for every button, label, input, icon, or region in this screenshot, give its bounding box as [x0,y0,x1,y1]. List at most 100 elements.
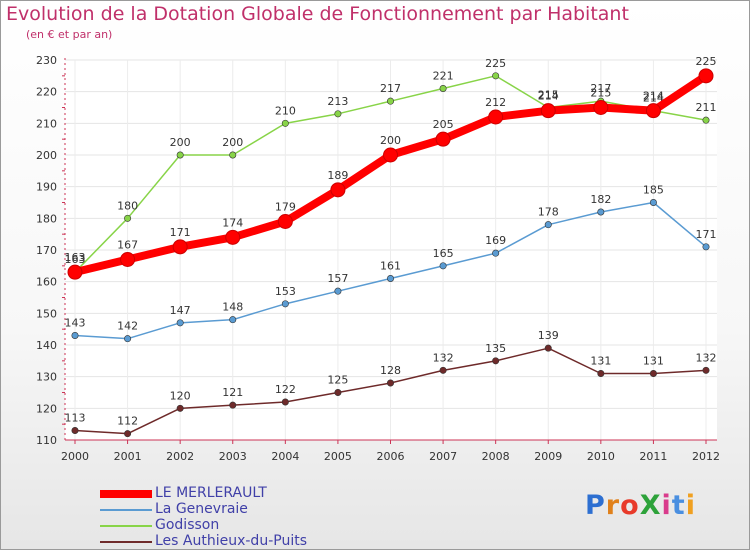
legend-label: Les Authieux-du-Puits [155,533,307,549]
data-point [439,85,447,93]
data-point [488,109,504,125]
data-point [172,239,188,255]
data-point [386,274,394,282]
x-tick-label: 2000 [61,450,89,463]
data-point [702,116,710,124]
y-tick-label: 120 [36,402,57,415]
data-point [334,110,342,118]
data-label: 174 [222,216,243,229]
data-point [645,103,661,119]
data-label: 163 [65,251,86,264]
x-tick-label: 2012 [692,450,720,463]
logo-letter: r [605,490,621,521]
y-tick-label: 150 [36,307,57,320]
data-point [649,369,657,377]
y-tick-label: 200 [36,149,57,162]
data-label: 161 [380,260,401,273]
data-point [334,287,342,295]
logo-letter: t [671,490,686,521]
data-label: 221 [433,70,454,83]
proxiti-logo: ProXiti [585,490,696,521]
x-tick-label: 2006 [377,450,405,463]
data-point [277,214,293,229]
data-point [540,103,556,119]
x-tick-label: 2007 [429,450,457,463]
data-point [71,426,79,434]
data-point [281,398,289,406]
data-label: 132 [433,351,454,364]
data-label: 215 [538,89,559,102]
data-point [386,379,394,387]
data-point [492,357,500,365]
data-label: 122 [275,383,296,396]
data-label: 128 [380,364,401,377]
data-point [492,72,500,80]
x-tick-label: 2002 [166,450,194,463]
data-label: 214 [643,90,664,103]
legend-swatch [100,490,152,498]
data-point [225,229,241,245]
chart-subtitle: (en € et par an) [26,28,113,41]
data-label: 178 [538,206,559,219]
data-label: 171 [170,226,191,239]
data-label: 185 [643,184,664,197]
data-point [383,147,398,163]
data-point [124,430,132,438]
x-tick-label: 2008 [482,450,510,463]
data-label: 169 [485,234,506,247]
data-point [229,401,237,409]
data-point [281,119,289,127]
data-point [176,319,184,327]
legend-label: Godisson [155,517,220,533]
legend-swatch [100,541,152,543]
data-point [229,316,237,324]
data-label: 143 [65,317,86,330]
data-point [702,243,710,251]
data-label: 211 [696,101,717,114]
data-label: 189 [327,169,348,182]
data-point [176,404,184,412]
series-la-genevraie: 143 142 147 148 153 157 161 165 169 178 182 185 171 [65,184,717,343]
data-point [124,214,132,222]
data-point [702,366,710,374]
logo-letter: P [585,490,606,521]
y-tick-label: 230 [36,54,57,67]
data-label: 157 [327,272,348,285]
data-point [698,68,714,84]
data-point [334,388,342,396]
data-label: 200 [222,136,243,149]
data-label: 131 [643,355,664,368]
data-label: 214 [643,92,664,105]
data-point [124,335,132,343]
data-label: 153 [275,285,296,298]
data-label: 179 [275,201,296,214]
data-point [593,100,609,115]
data-label: 163 [65,253,86,266]
data-label: 215 [590,87,611,100]
y-tick-label: 180 [36,212,57,225]
data-point [386,97,394,105]
data-label: 217 [590,82,611,95]
data-point [649,199,657,207]
y-tick-label: 160 [36,276,57,289]
data-label: 180 [117,199,138,212]
data-point [120,252,136,267]
x-tick-label: 2011 [639,450,667,463]
logo-letter: o [620,490,640,521]
data-label: 165 [433,247,454,260]
data-point [597,208,605,216]
data-label: 225 [696,55,717,68]
x-tick-label: 2003 [219,450,247,463]
data-label: 121 [222,386,243,399]
data-label: 131 [590,355,611,368]
data-label: 225 [485,57,506,70]
y-tick-label: 110 [36,434,57,447]
data-label: 132 [696,351,717,364]
x-tick-label: 2010 [587,450,615,463]
data-label: 167 [117,239,138,252]
data-label: 112 [117,415,138,428]
data-label: 210 [275,104,296,117]
chart-title: Evolution de la Dotation Globale de Fonc… [6,3,629,25]
data-point [492,249,500,257]
